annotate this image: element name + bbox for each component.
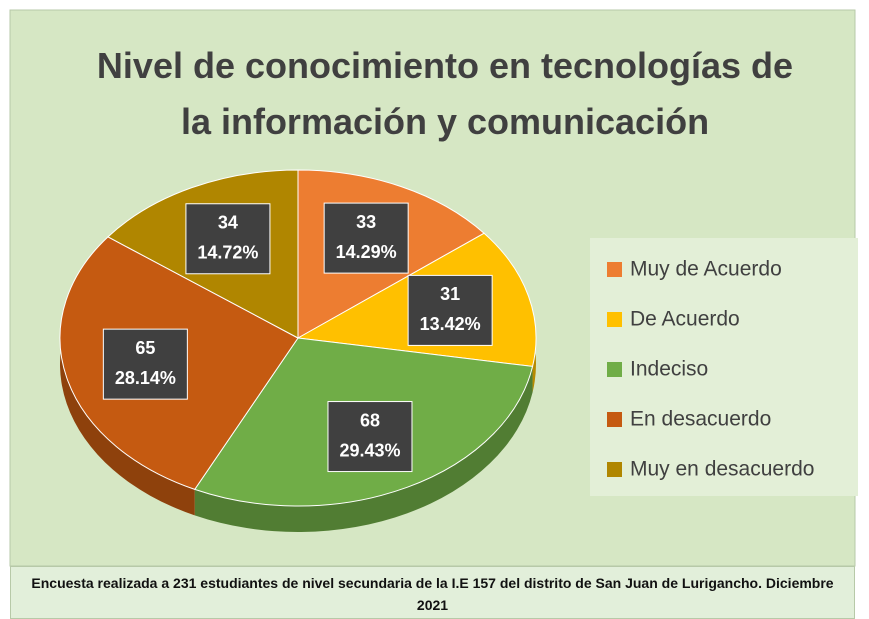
data-label: 14.72% <box>197 243 258 263</box>
legend-swatch <box>607 362 622 377</box>
legend-box <box>590 238 858 496</box>
footnote: Encuesta realizada a 231 estudiantes de … <box>10 566 855 619</box>
data-label: 68 <box>360 410 380 430</box>
legend-label: De Acuerdo <box>630 308 740 331</box>
data-label: 34 <box>218 213 238 233</box>
data-label: 28.14% <box>115 368 176 388</box>
data-label-box <box>185 203 271 275</box>
legend-swatch <box>607 262 622 277</box>
data-label-box <box>102 328 188 400</box>
data-label-box <box>407 274 493 346</box>
data-label: 14.29% <box>336 242 397 262</box>
legend-label: Muy en desacuerdo <box>630 458 814 481</box>
data-label-box <box>323 202 409 274</box>
data-label: 13.42% <box>420 314 481 334</box>
chart-title: Nivel de conocimiento en tecnologías de … <box>96 45 794 142</box>
data-label-box <box>327 401 413 473</box>
data-label: 33 <box>356 212 376 232</box>
legend-label: Indeciso <box>630 358 708 381</box>
slice-side <box>59 236 195 516</box>
legend-label: Muy de Acuerdo <box>630 258 782 281</box>
slice-side <box>194 366 533 533</box>
data-label: 65 <box>135 338 155 358</box>
legend-swatch <box>607 462 622 477</box>
legend-swatch <box>607 312 622 327</box>
data-label: 29.43% <box>339 440 400 460</box>
data-label: 31 <box>440 284 460 304</box>
legend-label: En desacuerdo <box>630 408 771 431</box>
legend-swatch <box>607 412 622 427</box>
